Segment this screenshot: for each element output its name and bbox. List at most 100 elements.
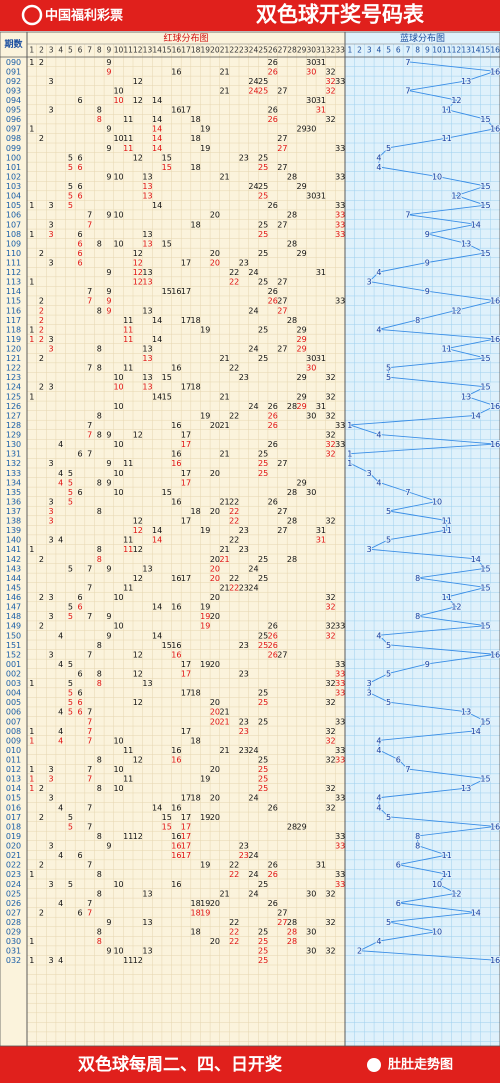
red-number: 19 (200, 603, 210, 612)
red-number: 3 (49, 220, 54, 229)
red-number: 20 (210, 469, 220, 478)
red-number: 1 (29, 325, 34, 334)
red-number: 4 (58, 440, 63, 449)
red-number: 12 (133, 77, 143, 86)
red-number: 32 (325, 947, 335, 956)
red-number: 12 (133, 153, 143, 162)
red-number: 33 (335, 717, 345, 726)
red-number: 26 (268, 287, 278, 296)
red-number: 3 (49, 593, 54, 602)
red-number: 12 (133, 832, 143, 841)
red-number: 10 (113, 211, 123, 220)
red-number: 23 (239, 717, 249, 726)
period-header: 期数 (4, 38, 23, 50)
red-number: 1 (29, 545, 34, 554)
red-number: 11 (123, 134, 133, 143)
red-number: 19 (200, 411, 210, 420)
red-number: 9 (106, 918, 111, 927)
red-number: 26 (268, 899, 278, 908)
red-number: 32 (325, 736, 335, 745)
red-number: 4 (58, 631, 63, 640)
red-number: 1 (29, 58, 34, 67)
red-col-label: 15 (162, 46, 172, 55)
red-number: 24 (248, 583, 258, 592)
red-number: 33 (335, 880, 345, 889)
red-number: 23 (239, 373, 249, 382)
blue-col-label: 10 (432, 46, 442, 55)
period-label: 111 (6, 258, 21, 267)
red-number: 3 (49, 201, 54, 210)
red-number: 9 (106, 287, 111, 296)
blue-number: 7 (405, 58, 410, 67)
blue-number: 4 (376, 794, 381, 803)
period-label: 091 (6, 67, 21, 76)
period-label: 147 (6, 603, 21, 612)
red-number: 9 (106, 297, 111, 306)
period-label: 138 (6, 517, 21, 526)
red-number: 5 (68, 603, 73, 612)
red-number: 11 (123, 115, 133, 124)
red-number: 4 (58, 727, 63, 736)
red-number: 27 (277, 526, 287, 535)
red-number: 28 (287, 211, 297, 220)
red-number: 15 (162, 392, 172, 401)
red-number: 24 (248, 794, 258, 803)
red-number: 18 (191, 134, 201, 143)
blue-number: 15 (480, 622, 490, 631)
red-number: 28 (287, 918, 297, 927)
red-number: 22 (229, 937, 239, 946)
red-number: 7 (87, 421, 92, 430)
red-number: 2 (39, 325, 44, 334)
red-col-label: 26 (268, 46, 278, 55)
red-number: 21 (219, 450, 229, 459)
red-number: 8 (97, 364, 102, 373)
blue-number: 13 (461, 77, 471, 86)
period-label: 142 (6, 555, 21, 564)
red-number: 20 (210, 211, 220, 220)
red-number: 33 (335, 669, 345, 678)
blue-col-label: 11 (442, 46, 452, 55)
red-number: 19 (200, 612, 210, 621)
red-number: 7 (87, 803, 92, 812)
red-number: 1 (29, 201, 34, 210)
red-number: 4 (58, 803, 63, 812)
red-number: 32 (325, 756, 335, 765)
red-number: 20 (210, 813, 220, 822)
period-label: 152 (6, 650, 21, 659)
red-number: 27 (277, 908, 287, 917)
red-number: 26 (268, 440, 278, 449)
red-number: 7 (87, 220, 92, 229)
red-number: 3 (49, 956, 54, 965)
red-number: 32 (325, 440, 335, 449)
red-number: 32 (325, 784, 335, 793)
period-label: 107 (6, 220, 21, 229)
period-bg (0, 32, 27, 1046)
blue-number: 16 (490, 402, 500, 411)
red-number: 26 (268, 497, 278, 506)
red-number: 19 (200, 775, 210, 784)
red-number: 17 (181, 383, 191, 392)
red-number: 14 (152, 536, 162, 545)
red-col-label: 8 (97, 46, 102, 55)
blue-number: 10 (432, 928, 442, 937)
blue-number: 15 (480, 354, 490, 363)
red-number: 14 (152, 115, 162, 124)
red-number: 16 (171, 880, 181, 889)
period-label: 013 (6, 775, 21, 784)
blue-number: 16 (490, 440, 500, 449)
blue-col-label: 9 (425, 46, 430, 55)
red-number: 31 (316, 526, 326, 535)
red-number: 12 (133, 278, 143, 287)
red-number: 24 (248, 564, 258, 573)
red-number: 8 (97, 889, 102, 898)
red-number: 6 (77, 163, 82, 172)
red-number: 30 (306, 411, 316, 420)
red-number: 26 (268, 58, 278, 67)
blue-number: 11 (442, 517, 452, 526)
red-number: 20 (210, 937, 220, 946)
red-number: 6 (77, 689, 82, 698)
red-number: 33 (335, 230, 345, 239)
red-number: 27 (277, 306, 287, 315)
red-number: 23 (239, 851, 249, 860)
period-label: 027 (6, 908, 21, 917)
